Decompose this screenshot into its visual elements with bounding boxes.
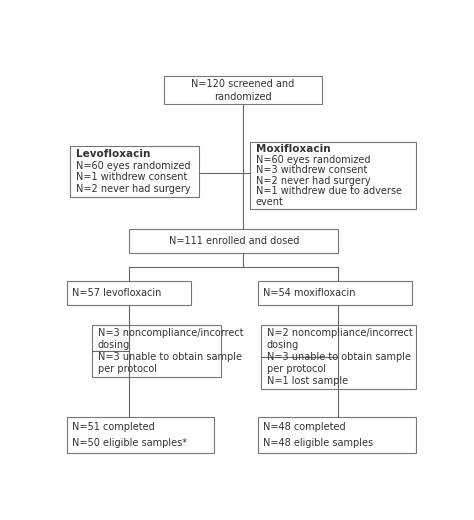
Text: N=3 withdrew consent: N=3 withdrew consent [256, 165, 367, 175]
Text: N=1 lost sample: N=1 lost sample [267, 376, 348, 386]
Bar [258, 417, 416, 453]
Text: N=3 noncompliance/incorrect: N=3 noncompliance/incorrect [98, 328, 244, 337]
Text: N=2 never had surgery: N=2 never had surgery [76, 184, 191, 194]
Text: per protocol: per protocol [267, 364, 326, 374]
Text: N=111 enrolled and dosed: N=111 enrolled and dosed [169, 236, 299, 245]
Text: N=48 eligible samples: N=48 eligible samples [263, 438, 373, 448]
Text: N=60 eyes randomized: N=60 eyes randomized [256, 155, 370, 165]
Bar [250, 142, 416, 209]
Bar [258, 281, 412, 305]
Text: N=2 noncompliance/incorrect: N=2 noncompliance/incorrect [267, 328, 412, 337]
Text: N=54 moxifloxacin: N=54 moxifloxacin [263, 288, 356, 297]
Bar [92, 324, 221, 376]
Text: randomized: randomized [214, 92, 272, 101]
Bar [66, 417, 213, 453]
Text: N=3 unable to obtain sample: N=3 unable to obtain sample [98, 352, 242, 362]
Text: N=51 completed: N=51 completed [72, 422, 155, 432]
Text: N=60 eyes randomized: N=60 eyes randomized [76, 161, 190, 171]
Text: N=120 screened and: N=120 screened and [191, 80, 294, 89]
Text: dosing: dosing [267, 340, 299, 349]
Bar [66, 281, 191, 305]
Text: N=1 withdrew consent: N=1 withdrew consent [76, 172, 187, 183]
Text: N=2 never had surgery: N=2 never had surgery [256, 176, 370, 186]
Text: N=3 unable to obtain sample: N=3 unable to obtain sample [267, 352, 411, 362]
Text: N=57 levofloxacin: N=57 levofloxacin [72, 288, 162, 297]
Text: N=50 eligible samples*: N=50 eligible samples* [72, 438, 187, 448]
Text: event: event [256, 197, 283, 207]
Text: Moxifloxacin: Moxifloxacin [256, 144, 330, 154]
Text: N=1 withdrew due to adverse: N=1 withdrew due to adverse [256, 186, 402, 196]
Bar [164, 76, 322, 105]
Bar [129, 229, 338, 253]
Bar [261, 324, 416, 389]
Text: Levofloxacin: Levofloxacin [76, 149, 150, 159]
Text: dosing: dosing [98, 340, 130, 349]
Text: N=48 completed: N=48 completed [263, 422, 346, 432]
Text: per protocol: per protocol [98, 364, 157, 374]
Bar [70, 147, 199, 197]
